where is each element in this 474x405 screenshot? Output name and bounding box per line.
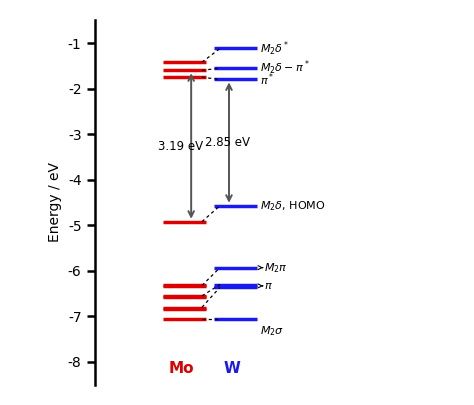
Text: $\pi^*$: $\pi^*$ [260,71,274,88]
Text: 2.85 eV: 2.85 eV [205,136,250,149]
Text: $\pi$: $\pi$ [264,281,273,291]
Text: $M_2\delta^*$: $M_2\delta^*$ [260,39,289,58]
Text: $M_2\delta - \pi^*$: $M_2\delta - \pi^*$ [260,59,309,77]
Text: W: W [223,361,240,376]
Text: $M_2\pi$: $M_2\pi$ [264,261,288,275]
Text: $M_2\delta$, HOMO: $M_2\delta$, HOMO [260,199,325,213]
Text: $M_2\sigma$: $M_2\sigma$ [260,324,284,338]
Y-axis label: Energy / eV: Energy / eV [48,162,62,243]
Text: Mo: Mo [169,361,194,376]
Text: 3.19 eV: 3.19 eV [158,139,203,153]
